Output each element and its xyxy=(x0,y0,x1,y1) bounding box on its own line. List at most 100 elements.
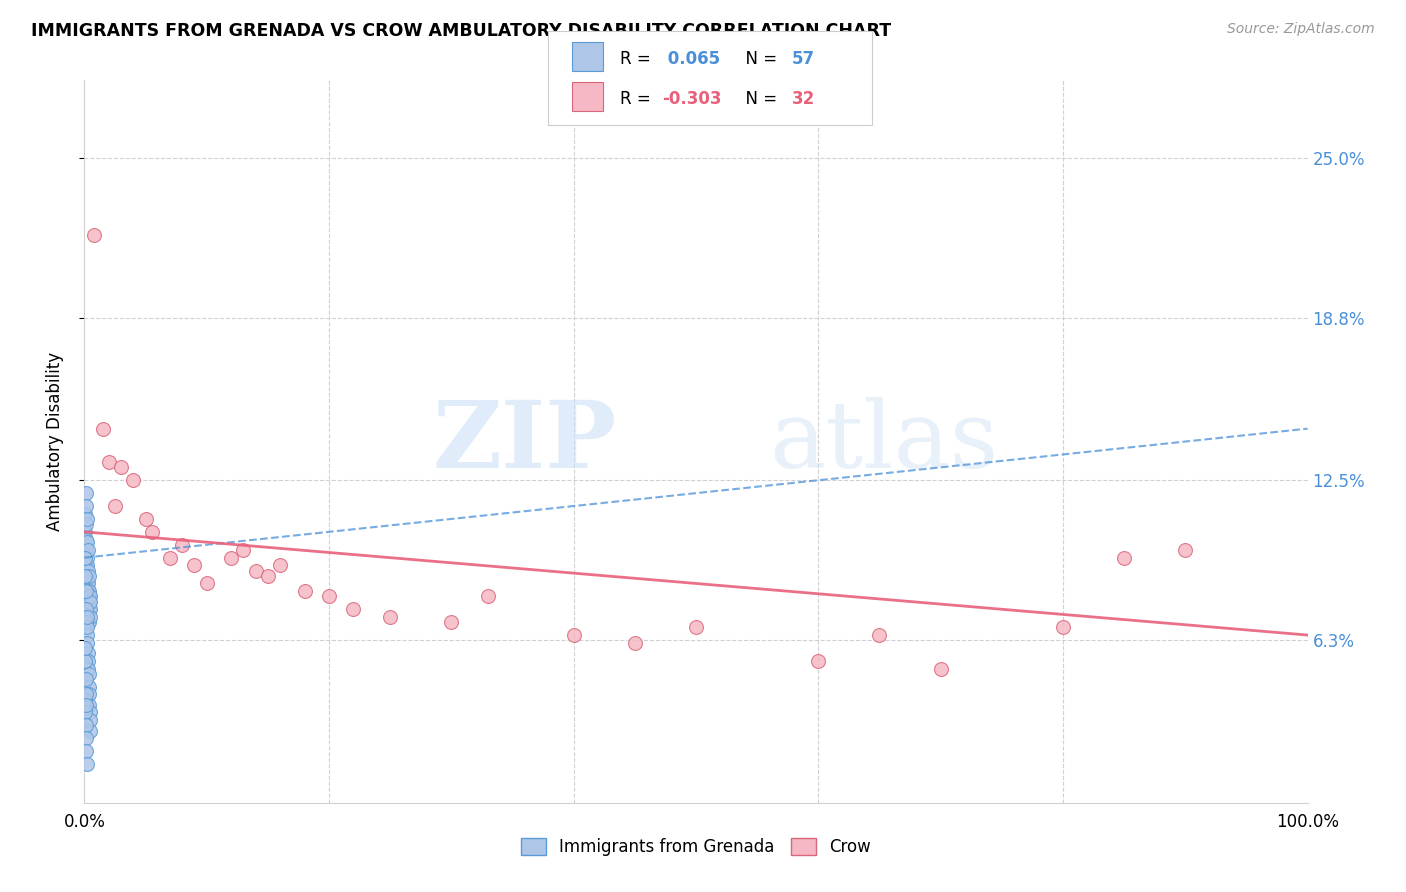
Point xyxy=(77,584,100,599)
Point xyxy=(73,654,96,668)
Point xyxy=(869,628,891,642)
Point xyxy=(75,640,97,655)
Text: N =: N = xyxy=(735,90,783,108)
Point xyxy=(135,512,157,526)
Point xyxy=(76,628,98,642)
Point xyxy=(76,558,98,573)
Legend: Immigrants from Grenada, Crow: Immigrants from Grenada, Crow xyxy=(515,831,877,863)
Point xyxy=(79,590,101,604)
Text: R =: R = xyxy=(620,51,657,69)
Point xyxy=(1052,620,1074,634)
Point xyxy=(76,620,98,634)
Point xyxy=(183,558,205,573)
Text: IMMIGRANTS FROM GRENADA VS CROW AMBULATORY DISABILITY CORRELATION CHART: IMMIGRANTS FROM GRENADA VS CROW AMBULATO… xyxy=(31,22,891,40)
Point xyxy=(75,615,97,630)
Point xyxy=(79,615,101,630)
Point xyxy=(76,512,98,526)
Point xyxy=(232,542,254,557)
Point xyxy=(75,517,97,532)
Point xyxy=(159,550,181,565)
Text: 57: 57 xyxy=(792,51,814,69)
Point xyxy=(77,602,100,616)
Point xyxy=(79,594,101,608)
Point xyxy=(75,584,97,599)
Point xyxy=(269,558,291,573)
Point xyxy=(73,550,96,565)
Point xyxy=(77,666,100,681)
Point xyxy=(76,610,98,624)
Point xyxy=(76,646,98,660)
Point xyxy=(342,602,364,616)
Point xyxy=(76,757,98,772)
Point xyxy=(1114,550,1136,565)
Point xyxy=(141,524,163,539)
Point xyxy=(75,706,97,720)
Text: -0.303: -0.303 xyxy=(662,90,721,108)
Point xyxy=(77,568,100,582)
Point xyxy=(75,542,97,557)
Text: 32: 32 xyxy=(792,90,815,108)
Point xyxy=(104,499,127,513)
Point xyxy=(77,654,100,668)
Point xyxy=(79,698,101,712)
Point xyxy=(79,610,101,624)
Point xyxy=(440,615,463,630)
Point xyxy=(257,568,280,582)
Point xyxy=(77,542,100,557)
Point xyxy=(172,538,194,552)
Point xyxy=(76,576,98,591)
Point xyxy=(73,692,96,706)
Point xyxy=(77,594,100,608)
Point xyxy=(75,524,97,539)
Point xyxy=(77,590,100,604)
Point xyxy=(122,473,145,487)
Point xyxy=(76,550,98,565)
Point xyxy=(79,713,101,727)
Text: 0.065: 0.065 xyxy=(662,51,720,69)
Point xyxy=(75,486,97,500)
Point xyxy=(77,680,100,694)
Text: N =: N = xyxy=(735,51,783,69)
Point xyxy=(79,706,101,720)
Point xyxy=(75,718,97,732)
Point xyxy=(76,636,98,650)
Point xyxy=(77,662,100,676)
Point xyxy=(79,602,101,616)
Text: atlas: atlas xyxy=(769,397,998,486)
Point xyxy=(929,662,952,676)
Point xyxy=(562,628,585,642)
Point xyxy=(91,422,114,436)
Text: ZIP: ZIP xyxy=(432,397,616,486)
Text: Source: ZipAtlas.com: Source: ZipAtlas.com xyxy=(1227,22,1375,37)
Point xyxy=(807,654,830,668)
Point xyxy=(685,620,707,634)
Point xyxy=(75,533,97,547)
Point xyxy=(75,687,97,701)
Point xyxy=(75,602,97,616)
Point xyxy=(75,698,97,712)
Point xyxy=(245,564,267,578)
Point xyxy=(79,723,101,738)
Point xyxy=(77,584,100,599)
Point xyxy=(76,564,98,578)
Point xyxy=(219,550,242,565)
Point xyxy=(75,672,97,686)
Point xyxy=(75,744,97,758)
Point xyxy=(75,499,97,513)
Point xyxy=(97,455,120,469)
Point xyxy=(195,576,218,591)
Point xyxy=(318,590,340,604)
Point xyxy=(76,568,98,582)
Point xyxy=(77,576,100,591)
Point xyxy=(75,568,97,582)
Y-axis label: Ambulatory Disability: Ambulatory Disability xyxy=(45,352,63,531)
Point xyxy=(1174,542,1197,557)
Point xyxy=(477,590,499,604)
Point xyxy=(73,507,96,521)
Point xyxy=(75,731,97,746)
Text: R =: R = xyxy=(620,90,657,108)
Point xyxy=(624,636,647,650)
Point xyxy=(380,610,402,624)
Point xyxy=(77,687,100,701)
Point xyxy=(294,584,316,599)
